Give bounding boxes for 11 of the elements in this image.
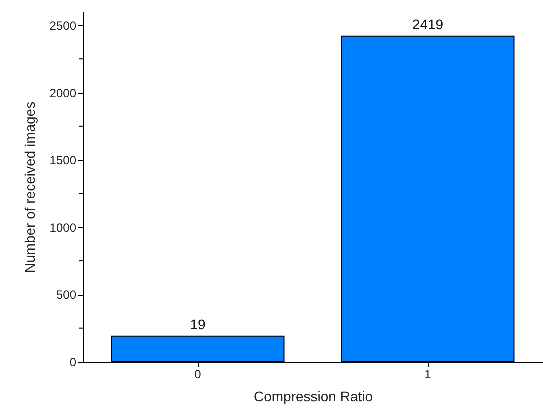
y-tick-label: 1000: [50, 220, 77, 235]
y-tick-label: 0: [70, 356, 77, 370]
y-tick-label: 1500: [50, 154, 77, 168]
x-axis-title: Compression Ratio: [254, 388, 374, 404]
annotation: 19: [190, 316, 206, 332]
y-axis-title: Number of received images: [22, 102, 38, 274]
y-tick-label: 500: [56, 288, 77, 302]
y-tick-label: 2500: [50, 18, 77, 33]
y-tick-label: 2000: [50, 86, 77, 100]
data-label: 2419: [412, 16, 444, 32]
x-tick-label: 1: [424, 368, 432, 382]
